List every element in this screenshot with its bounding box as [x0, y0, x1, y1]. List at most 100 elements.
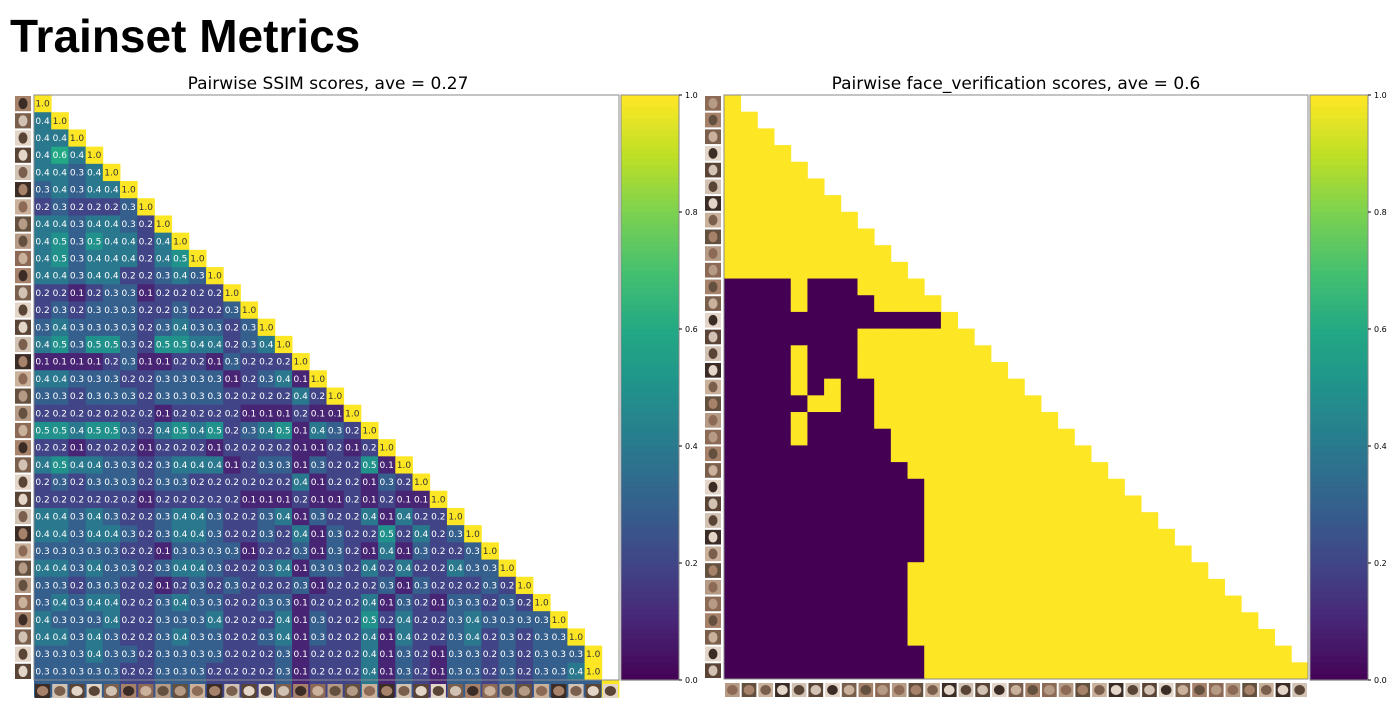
cell-label: 0.3: [500, 667, 514, 677]
face-thumbnail-face: [312, 686, 324, 696]
cell-label: 0.4: [35, 564, 50, 574]
heatmap-cell: [223, 318, 241, 337]
heatmap-cell: [498, 628, 517, 646]
face-thumbnail-face: [18, 614, 28, 626]
heatmap-cell: [85, 318, 104, 337]
heatmap-cell: [188, 542, 207, 560]
cell-label: 0.3: [87, 306, 101, 316]
cell-label: 0.5: [53, 254, 67, 264]
heatmap-cell: [34, 662, 52, 681]
cell-label: 0.2: [156, 306, 170, 316]
heatmap-cell: [740, 428, 758, 446]
cell-label: 0.3: [70, 633, 84, 643]
heatmap-cell: [1107, 562, 1125, 580]
cell-label: 0.3: [121, 427, 135, 437]
cell-label: 0.4: [87, 530, 102, 540]
cell-label: 0.4: [87, 599, 102, 609]
heatmap-cell: [790, 278, 808, 296]
heatmap-cell: [807, 345, 825, 363]
heatmap-cell: [240, 611, 259, 629]
heatmap-cell: [940, 462, 958, 480]
heatmap-cell: [1157, 612, 1175, 630]
heatmap-cell: [857, 545, 875, 563]
heatmap-cell: [840, 428, 858, 446]
cell-label: 0.2: [362, 444, 376, 454]
cell-label: 0.1: [156, 409, 170, 419]
heatmap-cell: [774, 612, 792, 630]
cell-label: 0.3: [294, 581, 308, 591]
cell-label: 0.2: [173, 358, 187, 368]
face-thumbnail-face: [708, 214, 718, 226]
cell-label: 0.5: [173, 254, 187, 264]
heatmap-cell: [907, 545, 925, 563]
heatmap-cell: [1191, 578, 1209, 596]
heatmap-cell: [990, 412, 1009, 430]
heatmap-cell: [68, 146, 87, 165]
heatmap-cell: [68, 267, 87, 285]
cell-label: 0.1: [207, 444, 221, 454]
heatmap-cell: [1124, 595, 1142, 613]
colorbar-segment: [621, 504, 679, 511]
heatmap-cell: [395, 628, 413, 646]
heatmap-cell: [102, 525, 121, 543]
heatmap-cell: [309, 576, 327, 595]
heatmap-cell: [940, 478, 958, 496]
heatmap-cell: [68, 181, 87, 199]
heatmap-cell: [120, 387, 138, 406]
heatmap-cell: [957, 462, 975, 480]
heatmap-cell: [223, 611, 241, 629]
heatmap-cell: [774, 595, 792, 613]
cell-label: 0.2: [345, 599, 359, 609]
cell-label: 1.0: [70, 134, 85, 144]
heatmap-cell: [1274, 645, 1292, 663]
face-thumbnail-face: [977, 685, 988, 695]
heatmap-cell: [102, 593, 121, 612]
colorbar-segment: [621, 288, 679, 295]
cell-label: 0.3: [70, 564, 84, 574]
heatmap-cell: [724, 345, 742, 363]
heatmap-cell: [188, 576, 207, 595]
heatmap-cell: [1007, 545, 1025, 563]
heatmap-cell: [292, 421, 310, 440]
heatmap-cell: [309, 473, 327, 492]
cell-label: 0.3: [35, 581, 49, 591]
heatmap-cell: [807, 478, 825, 496]
heatmap-cell: [137, 284, 155, 302]
heatmap-cell: [429, 611, 448, 629]
colorbar-segment: [1310, 258, 1368, 266]
cell-label: 1.0: [534, 599, 549, 609]
heatmap-cell: [240, 421, 259, 440]
heatmap-cell: [740, 562, 758, 580]
heatmap-cell: [206, 421, 224, 440]
cell-label: 0.2: [207, 409, 221, 419]
cell-label: 0.4: [156, 237, 171, 247]
heatmap-cell: [154, 232, 173, 251]
heatmap-cell: [206, 662, 224, 681]
heatmap-cell: [907, 328, 925, 346]
cell-label: 0.2: [345, 495, 359, 505]
heatmap-cell: [85, 404, 104, 423]
heatmap-cell: [757, 578, 775, 596]
cell-label: 0.5: [104, 427, 118, 437]
heatmap-cell: [1191, 595, 1209, 613]
heatmap-cell: [740, 195, 758, 213]
cell-label: 0.1: [139, 289, 153, 299]
face-thumbnail-face: [18, 166, 28, 179]
face-thumbnail-face: [708, 298, 718, 309]
heatmap-cell: [990, 495, 1009, 513]
heatmap-cell: [412, 662, 431, 681]
heatmap-cell: [1191, 612, 1209, 630]
heatmap-cell: [85, 301, 104, 320]
heatmap-cell: [724, 195, 742, 213]
colorbar-segment: [621, 475, 679, 482]
heatmap-cell: [34, 284, 52, 302]
cell-label: 0.3: [104, 392, 118, 402]
cell-label: 0.3: [534, 650, 548, 660]
heatmap-cell: [68, 215, 87, 234]
face-thumbnail-face: [329, 686, 341, 696]
heatmap-cell: [1107, 662, 1125, 680]
heatmap-cell: [137, 301, 155, 320]
heatmap-cell: [1107, 512, 1125, 530]
colorbar-segment: [1310, 352, 1368, 359]
colorbar-segment: [621, 165, 679, 172]
